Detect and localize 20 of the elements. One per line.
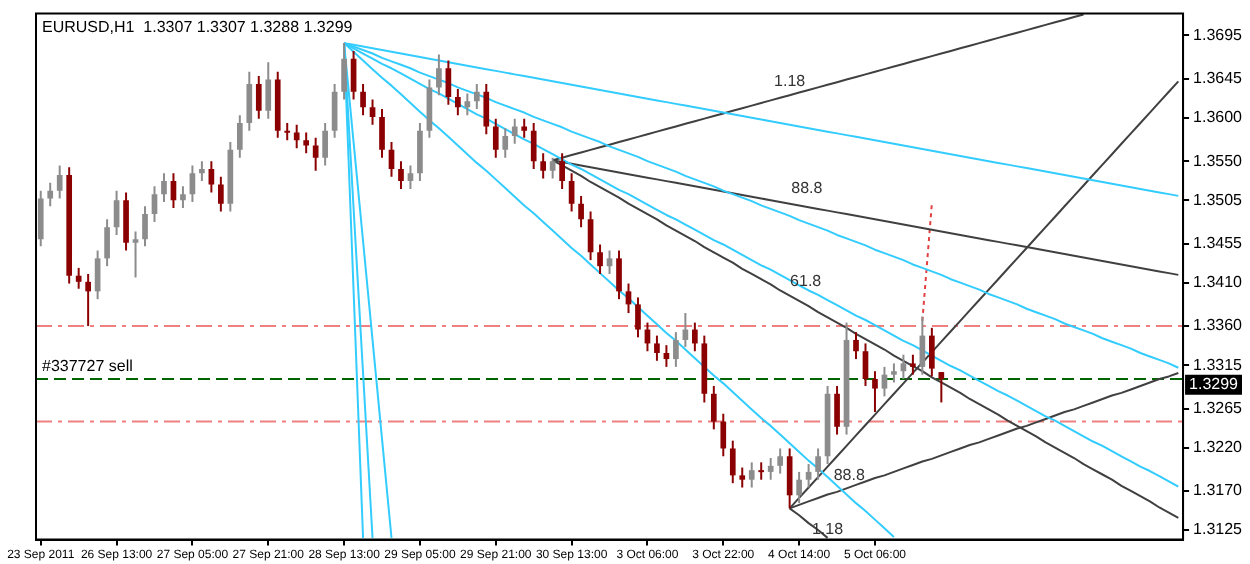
- annotation: 61.8: [790, 271, 823, 290]
- y-tick-label: 1.3360: [1193, 316, 1244, 335]
- y-tick-label: 1.3220: [1193, 438, 1244, 456]
- annotation: 1.18: [774, 71, 807, 90]
- y-tick-label: 1.3695: [1193, 25, 1244, 44]
- y-tick-label: 1.3265: [1193, 398, 1244, 417]
- annotation: 88.8: [791, 178, 824, 197]
- y-tick-label: 1.3410: [1193, 273, 1244, 292]
- ref-line-label: #337727 sell: [42, 357, 134, 376]
- y-tick-label: 1.3455: [1193, 234, 1244, 253]
- text: 1.3299: [1189, 375, 1240, 394]
- y-tick-label: 1.3645: [1193, 69, 1244, 88]
- y-tick-label: 1.3550: [1193, 151, 1244, 170]
- y-tick-label: 1.3600: [1193, 108, 1244, 127]
- y-tick-label: 1.3505: [1193, 190, 1244, 209]
- y-tick-label: 1.3170: [1193, 481, 1244, 500]
- annotation: 88.8: [833, 465, 866, 484]
- y-tick-label: 1.3125: [1193, 520, 1244, 539]
- y-tick-label: 1.3315: [1193, 355, 1244, 374]
- chart-title: EURUSD,H1 1.3307 1.3307 1.3288 1.3299: [42, 18, 354, 37]
